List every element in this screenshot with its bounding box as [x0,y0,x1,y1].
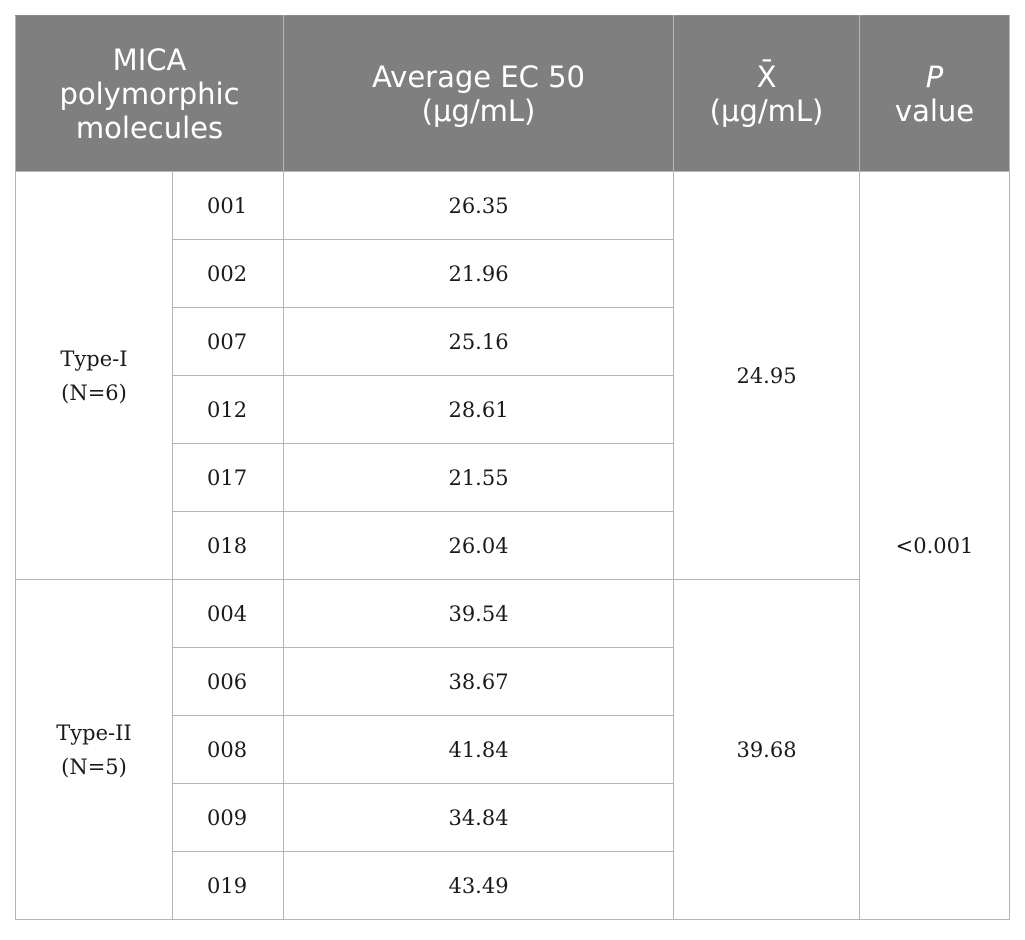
allele-cell: 006 [171,647,285,716]
mean-type-i: 24.95 [673,171,861,580]
table-row: Type-I (N=6) 001 26.35 24.95 <0.001 [15,171,1011,920]
allele-cell: 009 [171,783,285,852]
allele-cell: 018 [171,511,285,580]
group-type-i: Type-I (N=6) [15,171,173,580]
allele-cell: 004 [171,579,285,648]
header-mica-molecules: MICA polymorphic molecules [14,15,285,172]
allele-cell: 012 [171,375,285,444]
allele-cell: 008 [171,715,285,784]
ec50-cell: 26.35 [283,171,675,240]
ec50-cell: 21.55 [283,443,675,512]
ec50-cell: 28.61 [283,375,675,444]
ec50-cell: 43.49 [283,851,675,920]
p-value-cell: <0.001 [859,171,1011,920]
header-p-value: P value [859,15,1011,172]
group-type-ii: Type-II (N=5) [15,579,173,920]
ec50-cell: 39.54 [283,579,675,648]
allele-cell: 017 [171,443,285,512]
allele-cell: 007 [171,307,285,376]
ec50-cell: 21.96 [283,239,675,308]
table-row: 009 34.84 [16,783,1010,852]
table-row: 002 21.96 [16,239,1010,308]
table-row: 019 43.49 [16,851,1010,920]
table-row: Type-II (N=5) 004 39.54 39.68 [15,579,1010,920]
allele-cell: 001 [171,171,285,240]
ec50-cell: 34.84 [283,783,675,852]
header-row: MICA polymorphic molecules Average EC 50… [14,15,1011,172]
mean-type-ii: 39.68 [673,579,861,920]
table-row: 018 26.04 [16,511,1010,580]
ec50-table: MICA polymorphic molecules Average EC 50… [14,15,1011,920]
ec50-cell: 38.67 [283,647,675,716]
header-average-ec50: Average EC 50 (μg/mL) [283,15,675,172]
table-row: 012 28.61 [16,375,1010,444]
table-row: 017 21.55 [16,443,1010,512]
header-mean: X̄ (μg/mL) [673,15,861,172]
ec50-cell: 41.84 [283,715,675,784]
allele-cell: 019 [171,851,285,920]
table-row: 006 38.67 [16,647,1010,716]
ec50-cell: 26.04 [283,511,675,580]
ec50-cell: 25.16 [283,307,675,376]
allele-cell: 002 [171,239,285,308]
table-row: 008 41.84 [16,715,1010,784]
